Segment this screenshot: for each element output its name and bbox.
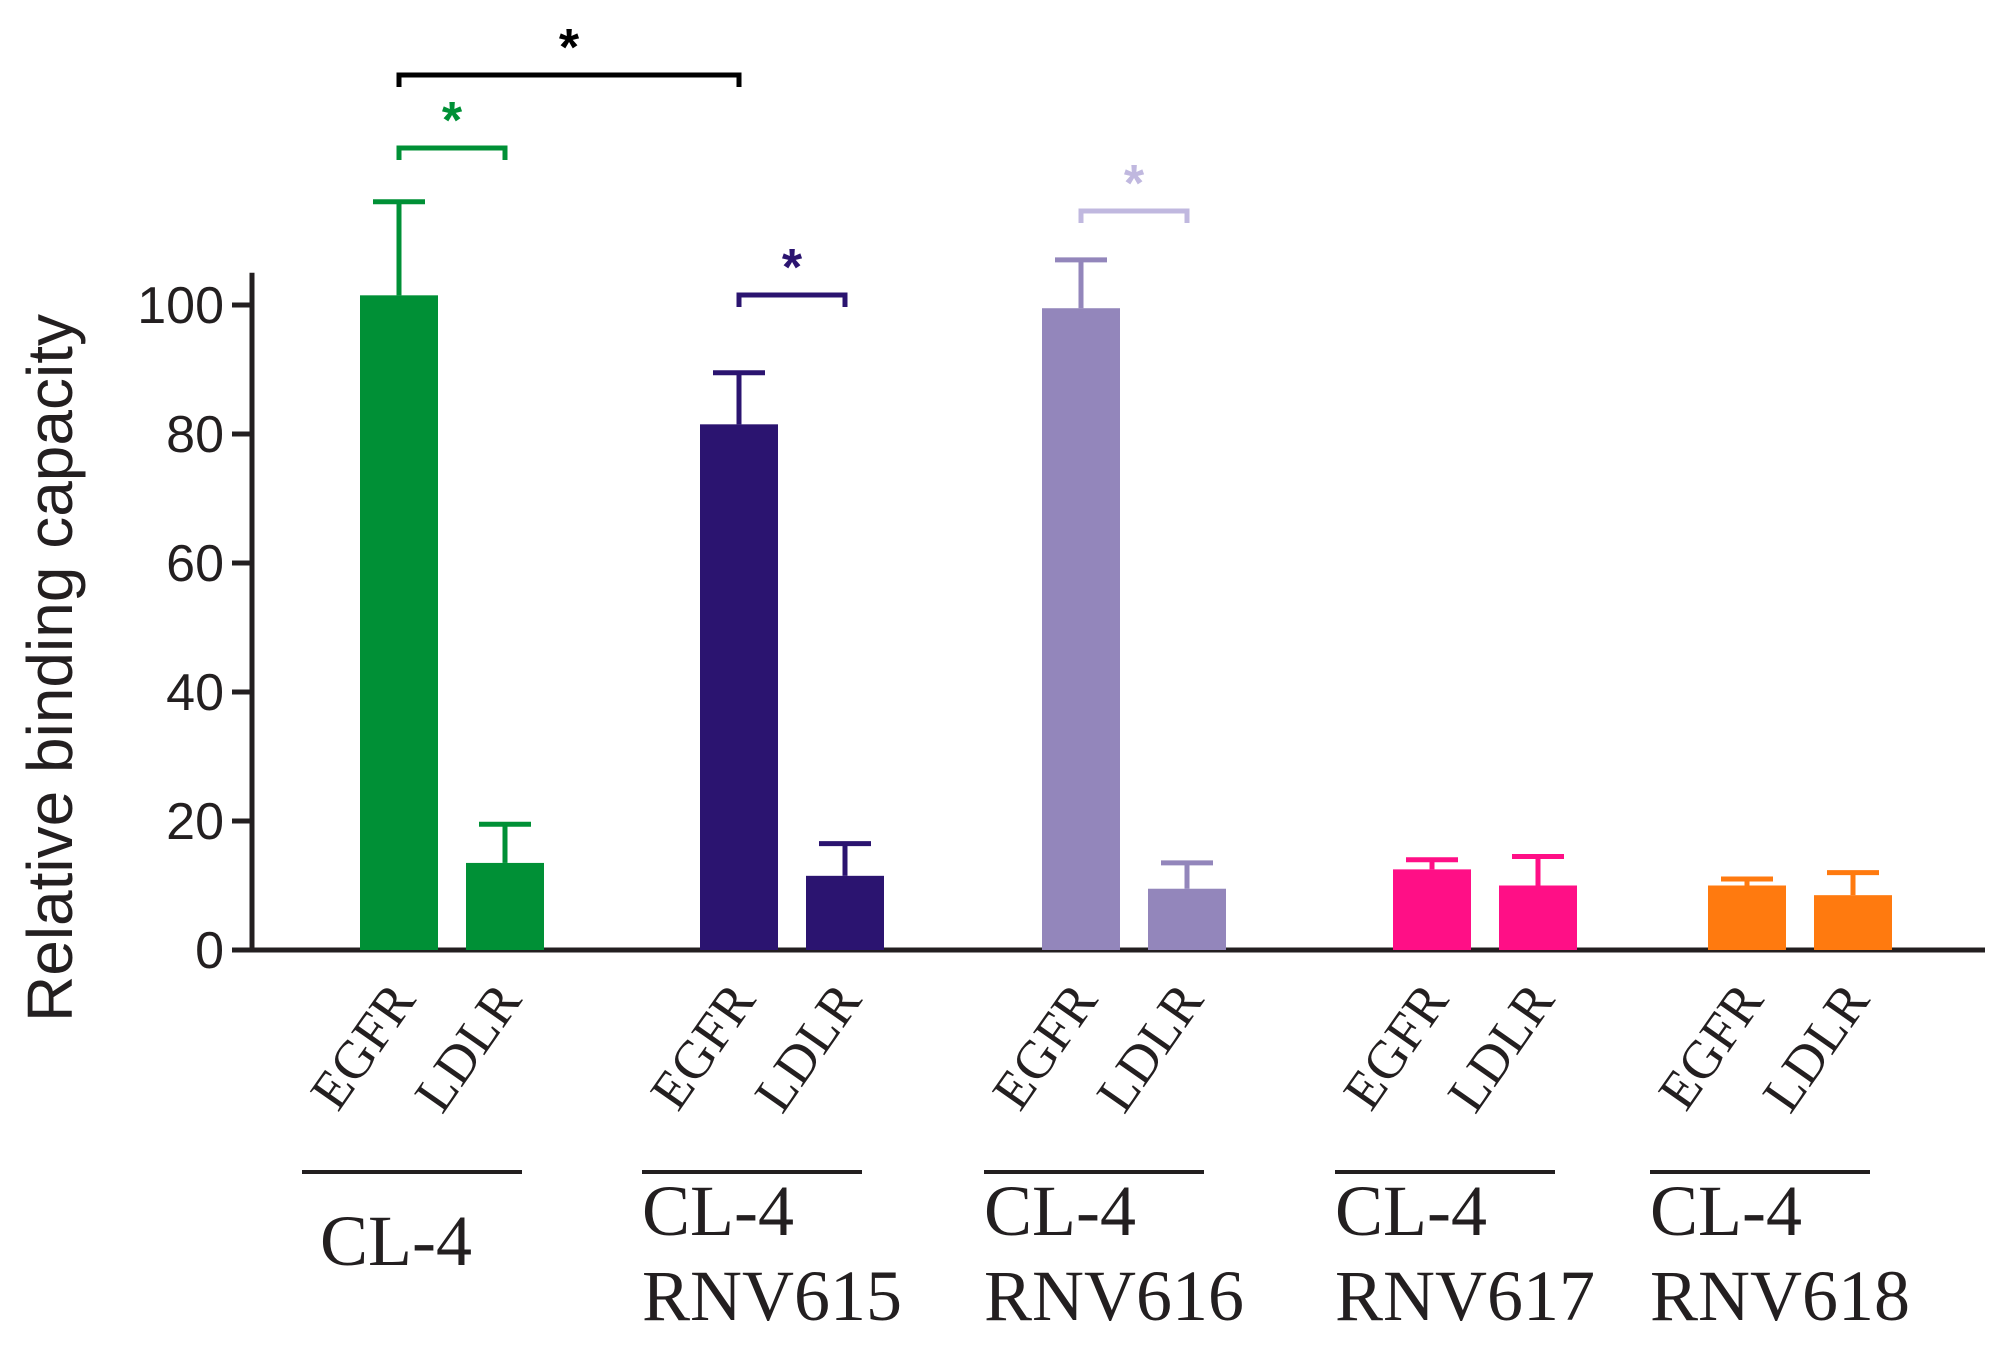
group-label: RNV618 (1650, 1256, 1910, 1336)
significance-star: * (442, 92, 463, 150)
y-tick-label: 20 (166, 793, 224, 851)
y-tick-label: 60 (166, 535, 224, 593)
bar-ldlr (466, 862, 544, 950)
significance-bracket (396, 145, 508, 160)
bar-egfr (1042, 308, 1120, 951)
bars (360, 199, 1892, 951)
y-tick-label: 0 (195, 922, 224, 980)
significance-star: * (559, 19, 580, 77)
category-label-ldlr: LDLR (1436, 972, 1566, 1122)
group-label: CL-4 (1650, 1171, 1802, 1251)
significance-bracket (736, 292, 848, 307)
bar-ldlr (1499, 885, 1577, 950)
y-axis-label: Relative binding capacity (14, 314, 86, 1022)
bar-ldlr (1814, 895, 1892, 950)
group-label: CL-4 (320, 1201, 472, 1281)
significance-star: * (782, 239, 803, 297)
category-label-ldlr: LDLR (1085, 972, 1215, 1122)
group-label: CL-4 (1335, 1171, 1487, 1251)
group-label: RNV615 (642, 1256, 902, 1336)
category-label-egfr: EGFR (299, 972, 427, 1119)
category-label-egfr: EGFR (1647, 972, 1775, 1119)
significance-bracket (1078, 208, 1190, 223)
y-tick-label: 100 (137, 277, 224, 335)
bar-ldlr (806, 875, 884, 950)
category-label-egfr: EGFR (639, 972, 767, 1119)
group-label: CL-4 (984, 1171, 1136, 1251)
category-labels: EGFRLDLRCL-4EGFRLDLRCL-4RNV615EGFRLDLRCL… (299, 972, 1911, 1336)
significance-bracket (396, 72, 742, 87)
bar-egfr (700, 424, 778, 950)
category-label-ldlr: LDLR (1751, 972, 1881, 1122)
group-label: RNV617 (1335, 1256, 1595, 1336)
bar-ldlr (1148, 888, 1226, 950)
bar-egfr (1708, 885, 1786, 950)
category-label-ldlr: LDLR (743, 972, 873, 1122)
significance-brackets: * * * * (396, 19, 1190, 307)
group-label: RNV616 (984, 1256, 1244, 1336)
group-label: CL-4 (642, 1171, 794, 1251)
category-label-egfr: EGFR (981, 972, 1109, 1119)
y-tick-label: 80 (166, 406, 224, 464)
y-tick-label: 40 (166, 664, 224, 722)
bar-egfr (360, 295, 438, 950)
category-label-egfr: EGFR (1332, 972, 1460, 1119)
bar-egfr (1393, 869, 1471, 950)
category-label-ldlr: LDLR (403, 972, 533, 1122)
significance-star: * (1124, 155, 1145, 213)
